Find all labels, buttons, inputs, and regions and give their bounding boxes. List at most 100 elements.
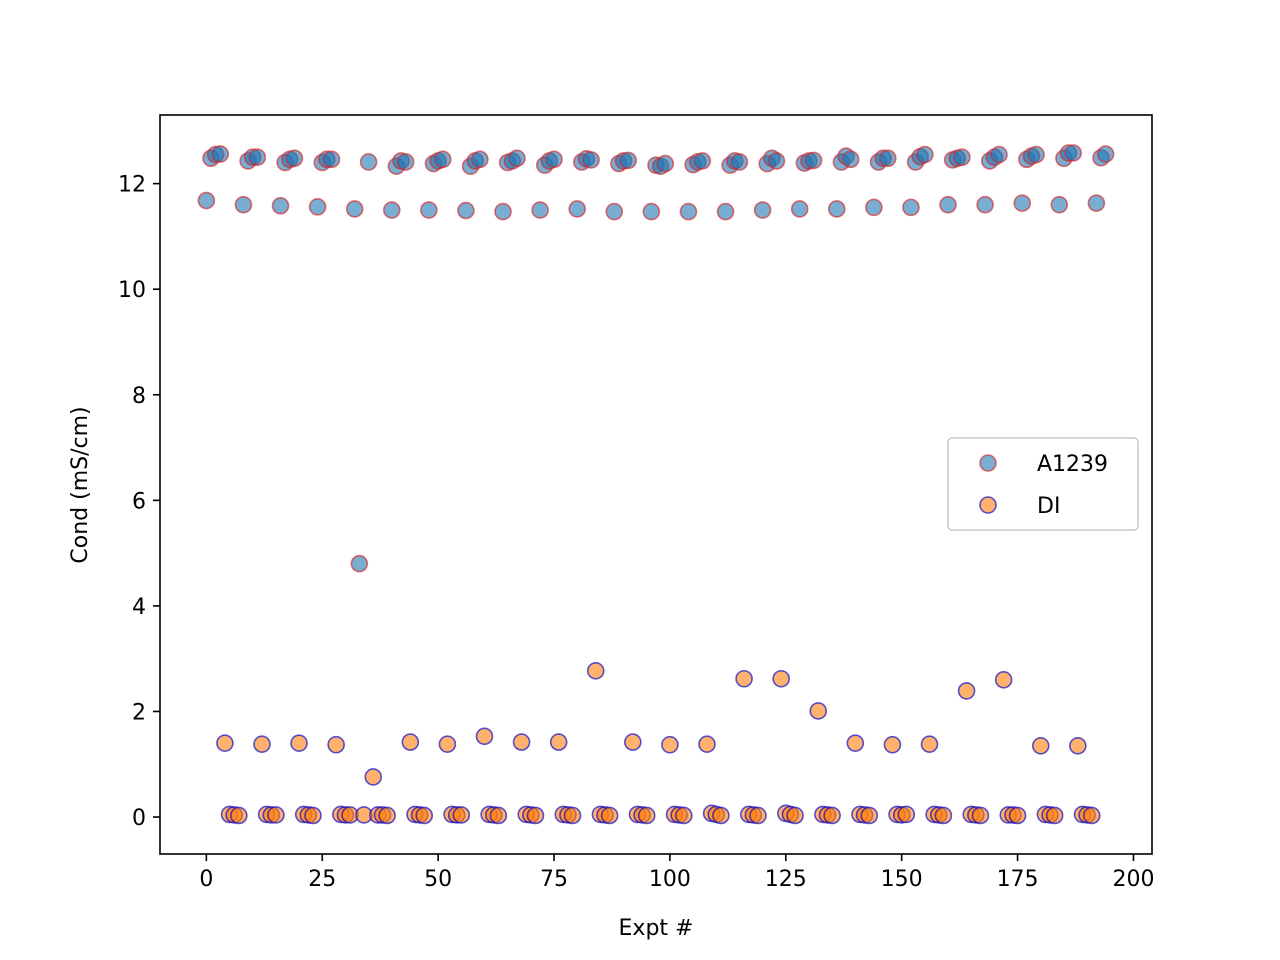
data-point — [878, 149, 897, 168]
x-tick-label: 0 — [199, 867, 213, 892]
data-point — [327, 735, 345, 754]
y-tick-label: 4 — [132, 595, 146, 620]
data-point — [267, 806, 285, 824]
data-point — [624, 733, 642, 751]
data-point — [735, 669, 753, 688]
y-tick-label: 12 — [118, 173, 146, 198]
data-point — [860, 806, 879, 825]
y-tick-label: 0 — [132, 806, 146, 831]
data-point — [600, 806, 619, 825]
data-point — [1082, 806, 1101, 825]
data-point — [656, 154, 675, 173]
data-point — [549, 733, 568, 751]
data-point — [957, 682, 976, 700]
data-point — [605, 202, 624, 221]
data-point — [396, 153, 415, 171]
y-axis-label: Cond (mS/cm) — [68, 406, 93, 563]
x-axis-ticks: 0 25 50 75 100 125 150 175 200 — [199, 854, 1154, 892]
data-point — [865, 198, 883, 217]
data-point — [563, 806, 582, 825]
data-point — [637, 806, 656, 825]
x-tick-label: 150 — [881, 867, 923, 892]
legend-label-a1239: A1239 — [1037, 452, 1108, 477]
data-point — [1045, 806, 1064, 825]
data-point — [378, 806, 396, 825]
data-point — [526, 806, 545, 825]
data-point — [1027, 145, 1045, 164]
y-tick-label: 6 — [132, 489, 146, 514]
legend: A1239 DI — [947, 437, 1139, 531]
data-point — [716, 202, 735, 221]
y-tick-label: 2 — [132, 700, 146, 725]
data-point — [489, 806, 508, 825]
data-point — [1087, 194, 1106, 212]
data-point — [248, 148, 267, 167]
x-tick-label: 200 — [1112, 867, 1154, 892]
data-point — [545, 150, 563, 169]
x-tick-label: 175 — [997, 867, 1039, 892]
data-point — [457, 201, 475, 220]
data-point — [953, 148, 971, 167]
data-point — [508, 149, 526, 168]
data-point — [359, 153, 378, 171]
data-point — [675, 806, 693, 825]
data-point — [994, 671, 1013, 689]
data-point — [420, 201, 438, 219]
data-point — [1013, 194, 1032, 212]
data-point — [234, 195, 253, 214]
data-point — [438, 735, 457, 754]
data-point — [846, 734, 865, 752]
data-point — [1064, 144, 1082, 162]
data-point — [753, 201, 772, 219]
data-point — [253, 735, 271, 754]
data-point — [786, 806, 804, 825]
data-point — [494, 202, 512, 221]
data-point — [642, 202, 661, 221]
data-point — [433, 150, 452, 169]
data-point — [990, 145, 1008, 164]
y-tick-label: 10 — [118, 278, 146, 303]
data-point — [211, 145, 230, 163]
data-point — [971, 806, 990, 825]
data-point — [586, 662, 605, 680]
data-point — [976, 195, 994, 214]
data-point — [749, 806, 767, 825]
x-tick-label: 75 — [540, 867, 568, 892]
data-point — [197, 191, 216, 210]
data-point — [568, 200, 586, 218]
data-point — [619, 151, 637, 170]
data-point — [679, 202, 698, 221]
data-point — [285, 149, 304, 168]
data-point — [415, 806, 434, 825]
data-point — [939, 195, 957, 214]
data-point — [897, 805, 916, 824]
data-point — [364, 768, 383, 786]
plot-frame — [159, 114, 1153, 855]
data-point — [841, 150, 860, 169]
data-point — [902, 198, 920, 217]
y-axis-ticks: 0 2 4 6 8 10 12 — [118, 173, 160, 831]
x-tick-label: 100 — [649, 867, 691, 892]
data-point — [693, 152, 712, 170]
data-point — [730, 153, 749, 171]
data-point — [790, 200, 809, 218]
data-point — [350, 554, 369, 573]
data-point — [230, 806, 248, 825]
data-point — [1008, 806, 1027, 825]
data-point — [452, 806, 471, 824]
data-point — [216, 734, 234, 752]
data-point — [382, 201, 401, 219]
data-point — [916, 145, 934, 164]
data-marks — [197, 144, 1115, 825]
data-point — [322, 150, 341, 169]
data-point — [512, 733, 531, 751]
data-point — [804, 151, 823, 170]
data-point — [1096, 145, 1115, 163]
data-point — [767, 152, 786, 170]
data-point — [531, 201, 549, 219]
y-tick-label: 8 — [132, 384, 146, 409]
x-tick-label: 125 — [765, 867, 807, 892]
data-point — [345, 200, 364, 218]
data-point — [823, 806, 841, 825]
